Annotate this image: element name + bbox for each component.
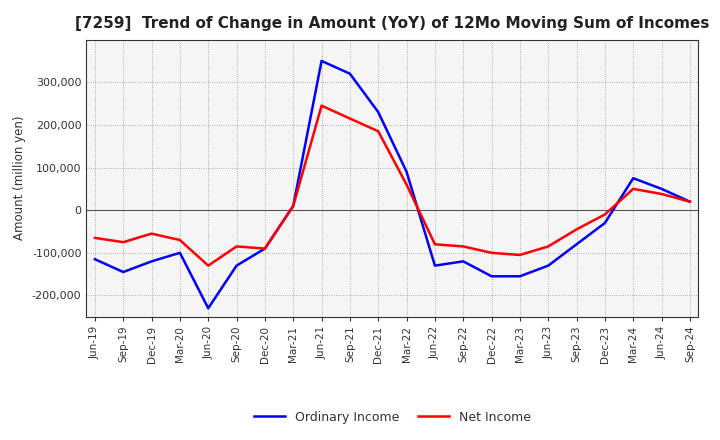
Net Income <box>657 191 666 197</box>
Y-axis label: Amount (million yen): Amount (million yen) <box>14 116 27 240</box>
Ordinary Income <box>261 246 269 251</box>
Ordinary Income <box>374 110 382 115</box>
Net Income <box>233 244 241 249</box>
Ordinary Income <box>431 263 439 268</box>
Net Income <box>318 103 326 108</box>
Net Income <box>346 116 354 121</box>
Net Income <box>600 212 609 217</box>
Ordinary Income <box>119 269 127 275</box>
Ordinary Income <box>318 58 326 63</box>
Ordinary Income <box>346 71 354 77</box>
Net Income <box>119 239 127 245</box>
Ordinary Income <box>544 263 552 268</box>
Ordinary Income <box>233 263 241 268</box>
Line: Net Income: Net Income <box>95 106 690 266</box>
Net Income <box>572 227 581 232</box>
Net Income <box>176 238 184 243</box>
Ordinary Income <box>289 203 297 209</box>
Ordinary Income <box>91 257 99 262</box>
Ordinary Income <box>657 186 666 191</box>
Ordinary Income <box>516 274 524 279</box>
Legend: Ordinary Income, Net Income: Ordinary Income, Net Income <box>248 406 536 429</box>
Net Income <box>516 252 524 257</box>
Net Income <box>261 246 269 251</box>
Net Income <box>289 203 297 209</box>
Line: Ordinary Income: Ordinary Income <box>95 61 690 308</box>
Ordinary Income <box>176 250 184 256</box>
Net Income <box>487 250 496 256</box>
Ordinary Income <box>402 169 411 174</box>
Ordinary Income <box>204 306 212 311</box>
Ordinary Income <box>572 242 581 247</box>
Net Income <box>148 231 156 236</box>
Ordinary Income <box>459 259 467 264</box>
Net Income <box>459 244 467 249</box>
Ordinary Income <box>600 220 609 226</box>
Ordinary Income <box>629 176 637 181</box>
Net Income <box>91 235 99 241</box>
Ordinary Income <box>487 274 496 279</box>
Net Income <box>402 182 411 187</box>
Title: [7259]  Trend of Change in Amount (YoY) of 12Mo Moving Sum of Incomes: [7259] Trend of Change in Amount (YoY) o… <box>75 16 710 32</box>
Net Income <box>629 186 637 191</box>
Net Income <box>204 263 212 268</box>
Net Income <box>431 242 439 247</box>
Net Income <box>374 128 382 134</box>
Ordinary Income <box>148 259 156 264</box>
Ordinary Income <box>685 199 694 204</box>
Net Income <box>685 199 694 204</box>
Net Income <box>544 244 552 249</box>
